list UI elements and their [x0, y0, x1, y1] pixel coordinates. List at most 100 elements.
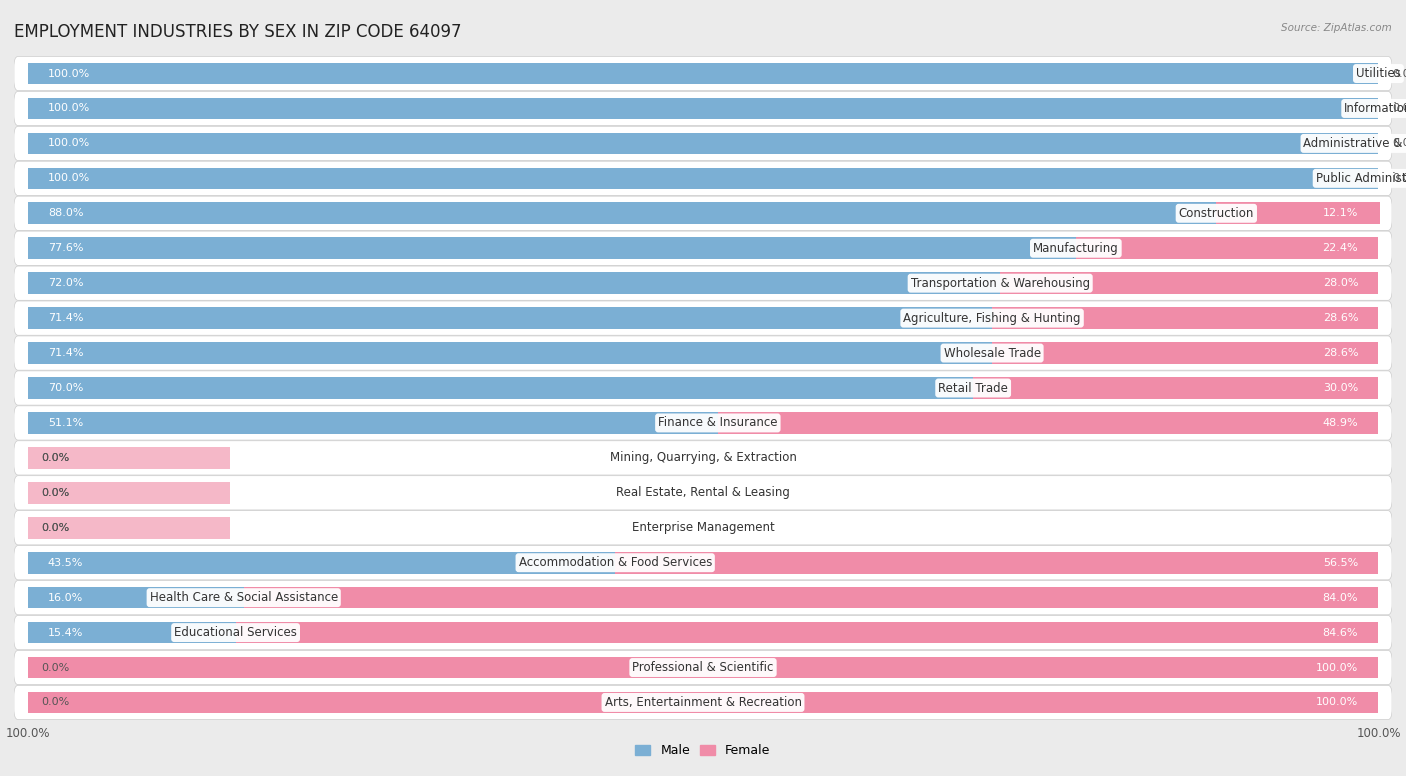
- Text: 43.5%: 43.5%: [48, 558, 83, 568]
- Text: Transportation & Warehousing: Transportation & Warehousing: [911, 277, 1090, 289]
- Text: 100.0%: 100.0%: [48, 103, 90, 113]
- Text: Public Administration: Public Administration: [1316, 171, 1406, 185]
- FancyBboxPatch shape: [14, 301, 1392, 335]
- Text: 0.0%: 0.0%: [1392, 68, 1406, 78]
- Text: Source: ZipAtlas.com: Source: ZipAtlas.com: [1281, 23, 1392, 33]
- Text: 0.0%: 0.0%: [41, 523, 69, 533]
- Text: Educational Services: Educational Services: [174, 626, 297, 639]
- Bar: [28, 552, 616, 573]
- Bar: [28, 98, 1378, 120]
- Text: 30.0%: 30.0%: [1323, 383, 1358, 393]
- Text: 0.0%: 0.0%: [41, 663, 69, 673]
- Bar: [28, 691, 1378, 713]
- Bar: [718, 412, 1378, 434]
- Text: 0.0%: 0.0%: [41, 698, 69, 708]
- Text: 0.0%: 0.0%: [1392, 173, 1406, 183]
- FancyBboxPatch shape: [14, 441, 1392, 475]
- Text: Wholesale Trade: Wholesale Trade: [943, 347, 1040, 359]
- FancyBboxPatch shape: [14, 406, 1392, 440]
- FancyBboxPatch shape: [14, 650, 1392, 684]
- FancyBboxPatch shape: [14, 336, 1392, 370]
- Text: 100.0%: 100.0%: [1316, 663, 1358, 673]
- Bar: [236, 622, 1378, 643]
- Bar: [28, 168, 1378, 189]
- Text: Information: Information: [1344, 102, 1406, 115]
- Bar: [28, 517, 231, 539]
- Text: Agriculture, Fishing & Hunting: Agriculture, Fishing & Hunting: [903, 312, 1081, 324]
- Bar: [993, 307, 1378, 329]
- Text: 71.4%: 71.4%: [48, 348, 83, 358]
- Bar: [973, 377, 1378, 399]
- Legend: Male, Female: Male, Female: [630, 740, 776, 762]
- Text: Construction: Construction: [1178, 206, 1254, 220]
- FancyBboxPatch shape: [14, 57, 1392, 91]
- FancyBboxPatch shape: [14, 511, 1392, 545]
- Text: 22.4%: 22.4%: [1323, 243, 1358, 253]
- Text: 0.0%: 0.0%: [1392, 138, 1406, 148]
- Text: 0.0%: 0.0%: [41, 453, 69, 462]
- FancyBboxPatch shape: [14, 371, 1392, 405]
- FancyBboxPatch shape: [14, 266, 1392, 300]
- Bar: [616, 552, 1378, 573]
- FancyBboxPatch shape: [14, 161, 1392, 196]
- Bar: [243, 587, 1378, 608]
- Text: 15.4%: 15.4%: [48, 628, 83, 638]
- FancyBboxPatch shape: [14, 126, 1392, 161]
- FancyBboxPatch shape: [14, 615, 1392, 650]
- Text: 28.6%: 28.6%: [1323, 314, 1358, 323]
- Bar: [28, 622, 236, 643]
- FancyBboxPatch shape: [14, 196, 1392, 230]
- Text: 0.0%: 0.0%: [41, 523, 69, 533]
- Text: 28.6%: 28.6%: [1323, 348, 1358, 358]
- Text: 51.1%: 51.1%: [48, 418, 83, 428]
- FancyBboxPatch shape: [14, 231, 1392, 265]
- Bar: [28, 482, 231, 504]
- Bar: [1076, 237, 1378, 259]
- FancyBboxPatch shape: [14, 92, 1392, 126]
- FancyBboxPatch shape: [14, 685, 1392, 719]
- Bar: [1000, 272, 1378, 294]
- Bar: [1216, 203, 1379, 224]
- Text: 0.0%: 0.0%: [41, 453, 69, 462]
- Bar: [28, 447, 231, 469]
- Text: Real Estate, Rental & Leasing: Real Estate, Rental & Leasing: [616, 487, 790, 499]
- Bar: [28, 656, 1378, 678]
- Bar: [28, 587, 243, 608]
- Text: 84.6%: 84.6%: [1323, 628, 1358, 638]
- Text: 0.0%: 0.0%: [41, 488, 69, 498]
- Text: Health Care & Social Assistance: Health Care & Social Assistance: [149, 591, 337, 605]
- Text: 77.6%: 77.6%: [48, 243, 83, 253]
- Text: 12.1%: 12.1%: [1323, 208, 1358, 218]
- Text: 100.0%: 100.0%: [48, 68, 90, 78]
- Text: 71.4%: 71.4%: [48, 314, 83, 323]
- Text: 0.0%: 0.0%: [1392, 103, 1406, 113]
- Text: 72.0%: 72.0%: [48, 278, 83, 288]
- Text: 70.0%: 70.0%: [48, 383, 83, 393]
- Bar: [28, 307, 993, 329]
- Text: 88.0%: 88.0%: [48, 208, 83, 218]
- Text: Finance & Insurance: Finance & Insurance: [658, 417, 778, 429]
- Text: 0.0%: 0.0%: [41, 488, 69, 498]
- FancyBboxPatch shape: [14, 580, 1392, 615]
- Text: 100.0%: 100.0%: [1316, 698, 1358, 708]
- Bar: [28, 203, 1216, 224]
- Text: 16.0%: 16.0%: [48, 593, 83, 603]
- Bar: [28, 237, 1076, 259]
- Text: 84.0%: 84.0%: [1323, 593, 1358, 603]
- Text: Administrative & Support: Administrative & Support: [1303, 137, 1406, 150]
- Text: 100.0%: 100.0%: [48, 173, 90, 183]
- Text: Manufacturing: Manufacturing: [1033, 242, 1119, 255]
- Text: Professional & Scientific: Professional & Scientific: [633, 661, 773, 674]
- Bar: [993, 342, 1378, 364]
- Bar: [28, 517, 231, 539]
- Bar: [28, 482, 231, 504]
- Bar: [28, 377, 973, 399]
- Text: Accommodation & Food Services: Accommodation & Food Services: [519, 556, 711, 570]
- Text: Retail Trade: Retail Trade: [938, 382, 1008, 394]
- Text: 56.5%: 56.5%: [1323, 558, 1358, 568]
- Text: Mining, Quarrying, & Extraction: Mining, Quarrying, & Extraction: [610, 452, 796, 464]
- Bar: [28, 63, 1378, 85]
- Text: 100.0%: 100.0%: [48, 138, 90, 148]
- Bar: [28, 412, 718, 434]
- Bar: [28, 342, 993, 364]
